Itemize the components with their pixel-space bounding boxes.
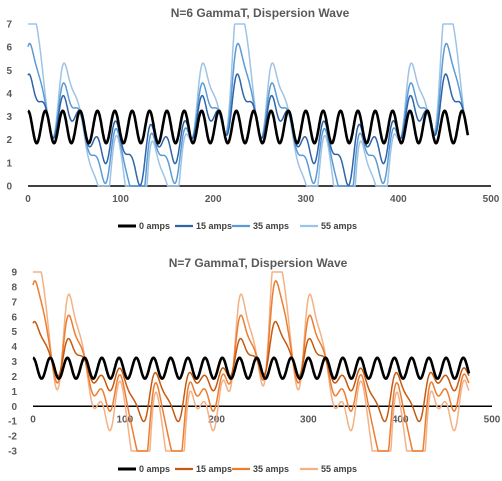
series-line-15-amps [32,320,470,423]
y-tick-label: 5 [6,66,12,77]
series-line-55-amps [27,23,469,187]
series-line-0-amps [27,109,470,145]
y-tick-label: -2 [8,432,17,443]
legend-label: 0 amps [139,221,170,231]
y-tick-label: -3 [8,447,17,458]
y-tick-label: 7 [6,20,12,31]
y-tick-label: 4 [11,342,17,353]
x-tick-label: 0 [25,194,31,205]
y-tick-label: 0 [11,402,17,413]
y-tick-label: 5 [11,327,17,338]
y-tick-label: 3 [6,112,12,123]
y-tick-label: 3 [11,357,17,368]
y-tick-label: 8 [11,282,17,293]
y-tick-label: 7 [11,297,17,308]
x-tick-label: 100 [112,194,129,205]
series-line-35-amps [32,280,470,452]
y-tick-label: 2 [6,135,12,146]
series-line-35-amps [27,42,469,187]
legend-label: 0 amps [139,464,170,474]
y-tick-label: 6 [6,43,12,54]
legend-label: 15 amps [196,464,232,474]
x-tick-label: 200 [205,194,222,205]
x-tick-label: 400 [392,414,409,425]
chart-title: N=7 GammaT, Dispersion Wave [169,256,348,270]
x-tick-label: 300 [300,414,317,425]
x-tick-label: 0 [30,414,36,425]
legend-label: 35 amps [253,221,289,231]
x-tick-label: 100 [116,414,133,425]
y-tick-label: 6 [11,312,17,323]
x-tick-label: 500 [483,194,500,205]
chart-title: N=6 GammaT, Dispersion Wave [171,6,350,20]
series-line-0-amps [32,356,471,380]
legend-label: 35 amps [253,464,289,474]
x-tick-label: 500 [484,414,501,425]
legend-label: 55 amps [321,221,357,231]
legend-label: 15 amps [196,221,232,231]
y-tick-label: 1 [11,387,17,398]
series-line-15-amps [27,73,469,187]
y-tick-label: 4 [6,89,12,100]
series-line-55-amps [32,271,470,452]
chart-n6: N=6 GammaT, Dispersion Wave 0 1 2 3 4 5 6 7 0 100… [6,6,500,231]
x-tick-label: 300 [297,194,314,205]
y-tick-label: 2 [11,372,17,383]
y-tick-label: 9 [11,268,17,279]
legend-label: 55 amps [321,464,357,474]
x-tick-label: 400 [390,194,407,205]
chart-n6-panel: N=6 GammaT, Dispersion Wave 0 1 2 3 4 5 6 7 0 100… [0,0,502,240]
y-tick-label: 0 [6,182,12,193]
chart-n7-panel: N=7 GammaT, Dispersion Wave -3 -2 -1 0 1 2 3 4 5… [0,248,502,481]
y-tick-label: -1 [8,417,17,428]
chart-n7: N=7 GammaT, Dispersion Wave -3 -2 -1 0 1 2 3 4 5… [8,256,501,474]
y-tick-label: 1 [6,158,12,169]
